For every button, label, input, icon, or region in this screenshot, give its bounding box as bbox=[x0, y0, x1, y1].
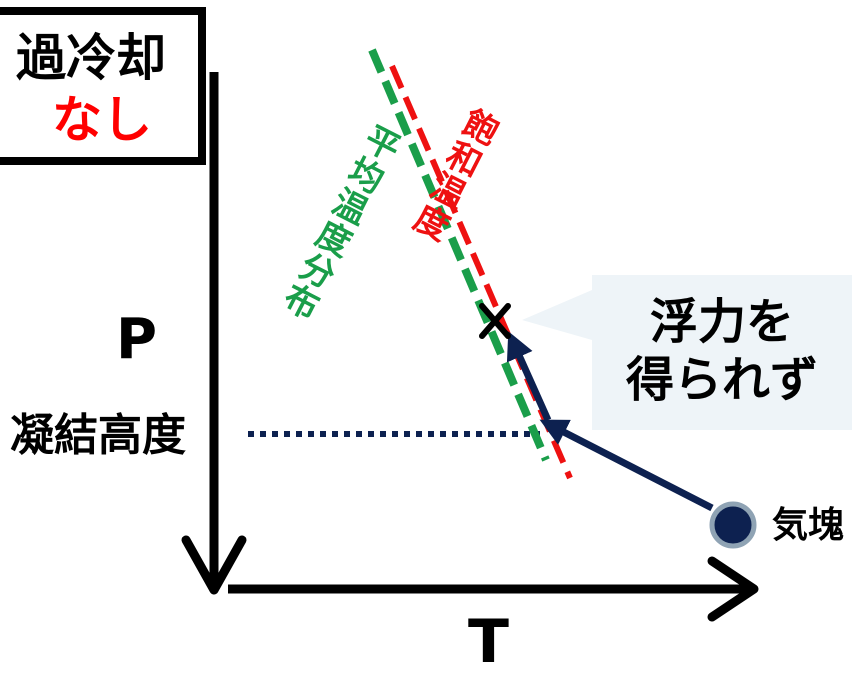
title-supercooling: 過冷却 bbox=[16, 33, 166, 83]
callout-line1: 浮力を bbox=[592, 293, 852, 351]
y-axis-label: P bbox=[116, 312, 157, 368]
x-axis-label: T bbox=[468, 612, 509, 672]
title-box: 過冷却 なし bbox=[0, 7, 206, 165]
environment-temperature-line bbox=[372, 50, 546, 460]
condensation-level-label: 凝結高度 bbox=[10, 414, 186, 458]
callout-line2: 得られず bbox=[592, 351, 852, 409]
air-parcel-label: 気塊 bbox=[772, 508, 844, 544]
callout-text: 浮力を 得られず bbox=[592, 293, 852, 409]
callout-pointer bbox=[522, 290, 592, 340]
title-status: なし bbox=[52, 95, 152, 145]
no-buoyancy-callout: 浮力を 得られず bbox=[592, 275, 852, 430]
parcel-path-moist bbox=[514, 344, 548, 420]
air-parcel-icon bbox=[712, 504, 754, 546]
parcel-path-dry bbox=[552, 426, 712, 508]
